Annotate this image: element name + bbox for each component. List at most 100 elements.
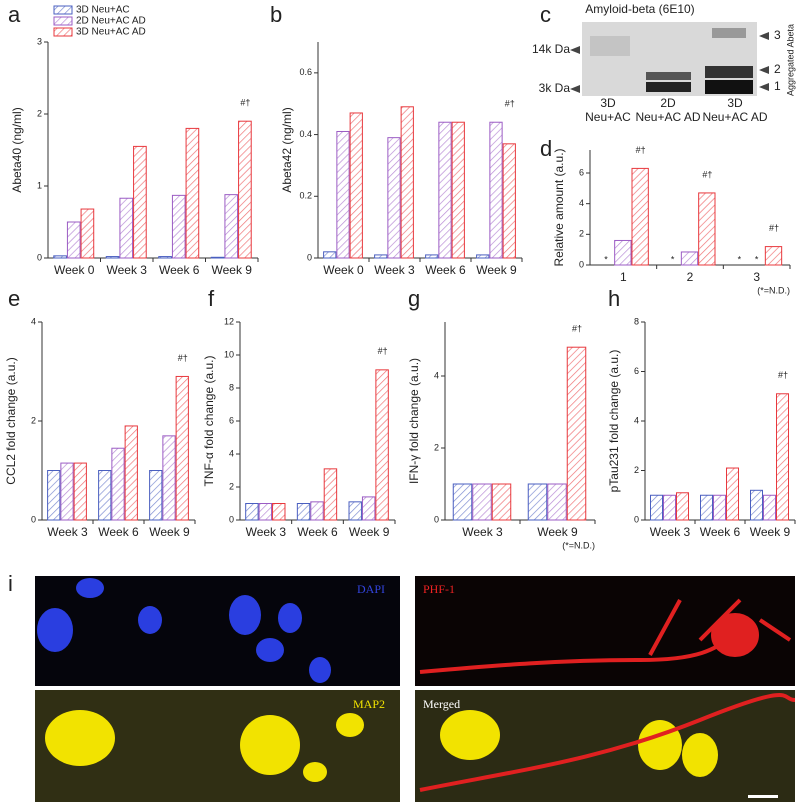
bar: [162, 435, 176, 521]
blot-marker: 3k Da: [539, 81, 571, 95]
x-tick-label: Week 3: [47, 525, 88, 539]
bar: [175, 375, 189, 521]
y-axis-label: IFN-γ fold change (a.u.): [407, 358, 421, 484]
y-tick-label: 0: [434, 514, 439, 524]
blot-band: [646, 72, 691, 80]
bar: [210, 256, 225, 259]
bar: [361, 496, 376, 521]
bar: [527, 483, 548, 521]
x-tick-label: Week 3: [107, 263, 148, 277]
legend-label: 3D Neu+AC: [76, 5, 130, 16]
y-tick-label: 2: [634, 465, 639, 475]
y-tick-label: 0.2: [299, 191, 312, 201]
bar: [566, 346, 587, 521]
blot-title: Amyloid-beta (6E10): [585, 2, 694, 16]
bar: [158, 256, 172, 259]
bar: [323, 468, 338, 521]
stain-label: Merged: [423, 697, 460, 711]
significance: #†: [778, 370, 788, 380]
bar: [119, 197, 134, 259]
lane-label: 2D: [660, 96, 676, 110]
y-tick-label: 0.6: [299, 67, 312, 77]
bar: [650, 494, 663, 521]
bar: [387, 137, 401, 259]
bar: [349, 112, 363, 259]
blot-band-label: 2: [774, 62, 781, 76]
bar: [698, 192, 716, 266]
significance: #†: [636, 145, 646, 155]
y-tick-label: 10: [224, 349, 234, 359]
bar: [502, 143, 516, 259]
y-axis-label: pTau231 fold change (a.u.): [607, 350, 621, 493]
y-tick-label: 2: [579, 229, 584, 239]
bar: [438, 121, 452, 259]
y-tick-label: 0: [634, 514, 639, 524]
neuron-yellow: [45, 710, 718, 782]
bar: [53, 255, 67, 259]
bar: [547, 483, 567, 521]
stain-label: DAPI: [357, 582, 385, 596]
y-tick-label: 1: [37, 180, 42, 190]
x-tick-label: Week 3: [650, 525, 691, 539]
bar: [451, 121, 465, 259]
bar: [676, 492, 689, 521]
significance: #†: [572, 324, 582, 334]
bar: [491, 483, 512, 521]
bar: [60, 462, 74, 521]
x-tick-label: Week 6: [425, 263, 466, 277]
y-tick-label: 2: [37, 108, 42, 118]
bar: [472, 483, 492, 521]
bar: [105, 256, 120, 259]
y-tick-label: 0.4: [299, 129, 312, 139]
bar: [47, 470, 61, 521]
x-tick-label: 1: [620, 270, 627, 284]
y-axis-label: TNF-α fold change (a.u.): [202, 356, 216, 487]
x-tick-label: Week 3: [374, 263, 415, 277]
blot-band-label: 3: [774, 28, 781, 42]
y-tick-label: 4: [579, 198, 584, 208]
y-axis-label: CCL2 fold change (a.u.): [4, 357, 18, 484]
nd-label: *: [738, 254, 742, 264]
bar: [663, 494, 676, 521]
y-tick-label: 4: [434, 370, 439, 380]
x-tick-label: Week 9: [476, 263, 517, 277]
bar: [614, 239, 632, 266]
bar: [80, 208, 95, 259]
y-tick-label: 0: [229, 514, 234, 524]
bar: [185, 127, 200, 259]
western-blot: Amyloid-beta (6E10) 14k Da 3k Da 3 2 1 A…: [532, 2, 795, 124]
panel-label: b: [270, 2, 282, 27]
bar: [713, 494, 726, 521]
note: (*=N.D.): [562, 540, 595, 550]
x-tick-label: Week 6: [700, 525, 741, 539]
lane-label: 3D: [600, 96, 616, 110]
x-tick-label: Week 6: [98, 525, 139, 539]
y-tick-label: 8: [229, 382, 234, 392]
bar: [763, 494, 776, 521]
bar: [323, 251, 337, 259]
blot-band: [705, 80, 753, 94]
significance: #†: [378, 346, 388, 356]
y-tick-label: 12: [224, 316, 234, 326]
bar: [272, 503, 286, 521]
bar: [452, 483, 473, 521]
lane-label: 3D: [727, 96, 743, 110]
note: (*=N.D.): [757, 285, 790, 295]
bar: [224, 194, 239, 259]
bar: [111, 447, 125, 521]
bar: [124, 425, 138, 521]
y-tick-label: 4: [229, 448, 234, 458]
panel-label: f: [208, 286, 215, 311]
panel-label: g: [408, 286, 420, 311]
blot-band: [646, 82, 691, 92]
y-tick-label: 6: [229, 415, 234, 425]
y-tick-label: 0: [37, 252, 42, 262]
y-tick-label: 6: [579, 167, 584, 177]
scale-bar: [748, 795, 778, 798]
significance: #†: [240, 98, 250, 108]
bar: [238, 120, 252, 259]
bar: [700, 494, 713, 521]
lane-label: Neu+AC AD: [635, 110, 700, 124]
x-tick-label: Week 0: [54, 263, 95, 277]
bar: [476, 254, 490, 259]
